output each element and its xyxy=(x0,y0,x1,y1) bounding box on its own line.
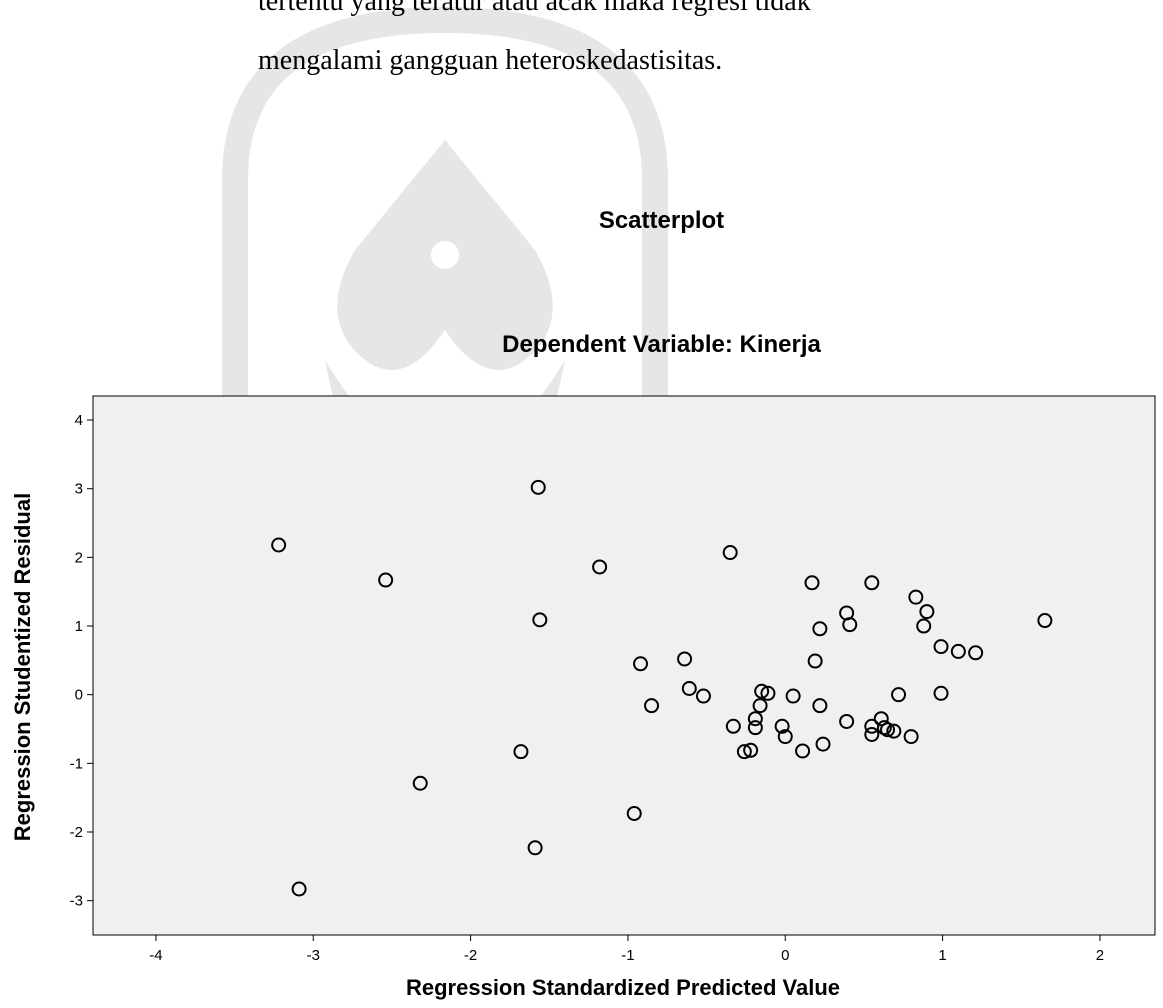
x-tick-label: -2 xyxy=(464,947,477,964)
data-point xyxy=(839,713,855,729)
data-point xyxy=(919,604,935,620)
data-point xyxy=(644,698,660,714)
x-tick-label: 0 xyxy=(781,947,789,964)
paragraph-line-2: mengalami gangguan heteroskedastisitas. xyxy=(258,45,723,76)
data-point xyxy=(592,559,608,575)
data-point xyxy=(530,479,546,495)
data-point xyxy=(933,685,949,701)
data-point xyxy=(864,575,880,591)
data-point xyxy=(760,685,776,701)
data-point xyxy=(777,729,793,745)
data-point xyxy=(815,736,831,752)
scatterplot-chart: -3 -2 -1 0 1 2 3 4 -4 -3 -2 -1 0 1 2 Regression Stand… xyxy=(10,395,1156,1000)
y-tick-label: 3 xyxy=(75,481,83,498)
data-point xyxy=(908,589,924,605)
data-point xyxy=(812,698,828,714)
data-point xyxy=(754,683,770,699)
data-point xyxy=(873,711,889,727)
y-tick-label: 2 xyxy=(75,549,83,566)
data-point xyxy=(752,698,768,714)
data-point xyxy=(722,545,738,561)
x-axis-label: Regression Standardized Predicted Value xyxy=(406,975,840,1000)
x-tick-label: 1 xyxy=(938,947,946,964)
data-point xyxy=(785,688,801,704)
data-point xyxy=(532,612,548,628)
data-point xyxy=(876,720,892,736)
data-point xyxy=(807,653,823,669)
plot-area xyxy=(92,395,1156,936)
data-point xyxy=(743,742,759,758)
data-point xyxy=(916,618,932,634)
data-point xyxy=(891,687,907,703)
x-tick-label: -1 xyxy=(621,947,634,964)
y-tick-label: 1 xyxy=(75,618,83,635)
y-axis-label: Regression Studentized Residual xyxy=(10,493,35,841)
data-point xyxy=(903,729,919,745)
y-tick-label: 4 xyxy=(75,412,83,429)
x-tick-label: 2 xyxy=(1096,947,1104,964)
x-tick-label: -4 xyxy=(149,947,162,964)
data-point xyxy=(271,537,287,553)
data-point xyxy=(950,643,966,659)
data-point xyxy=(933,639,949,655)
data-point xyxy=(880,722,896,738)
data-point xyxy=(513,744,529,760)
data-point xyxy=(804,575,820,591)
data-point xyxy=(968,645,984,661)
data-point xyxy=(378,572,394,588)
y-tick-label: -3 xyxy=(70,893,83,910)
y-tick-label: -1 xyxy=(70,755,83,772)
data-point xyxy=(695,688,711,704)
data-point xyxy=(736,744,752,760)
data-point xyxy=(774,718,790,734)
data-point xyxy=(677,651,693,667)
y-tick-label: 0 xyxy=(75,687,83,704)
data-point xyxy=(842,617,858,633)
data-point xyxy=(812,621,828,637)
chart-title: Scatterplot xyxy=(598,207,725,234)
chart-subtitle: Dependent Variable: Kinerja xyxy=(502,331,821,358)
data-point xyxy=(291,881,307,897)
data-point xyxy=(626,805,642,821)
data-point xyxy=(795,743,811,759)
data-point xyxy=(747,711,763,727)
data-point xyxy=(864,727,880,743)
data-point xyxy=(747,720,763,736)
data-point xyxy=(681,681,697,697)
data-point xyxy=(886,723,902,739)
x-tick-label: -3 xyxy=(307,947,320,964)
data-point xyxy=(633,656,649,672)
data-point xyxy=(412,775,428,791)
data-point xyxy=(1037,613,1053,629)
data-point xyxy=(725,718,741,734)
data-point xyxy=(527,840,543,856)
y-tick-label: -2 xyxy=(70,824,83,841)
paragraph-line-1: tertentu yang teratur atau acak maka reg… xyxy=(258,0,811,17)
